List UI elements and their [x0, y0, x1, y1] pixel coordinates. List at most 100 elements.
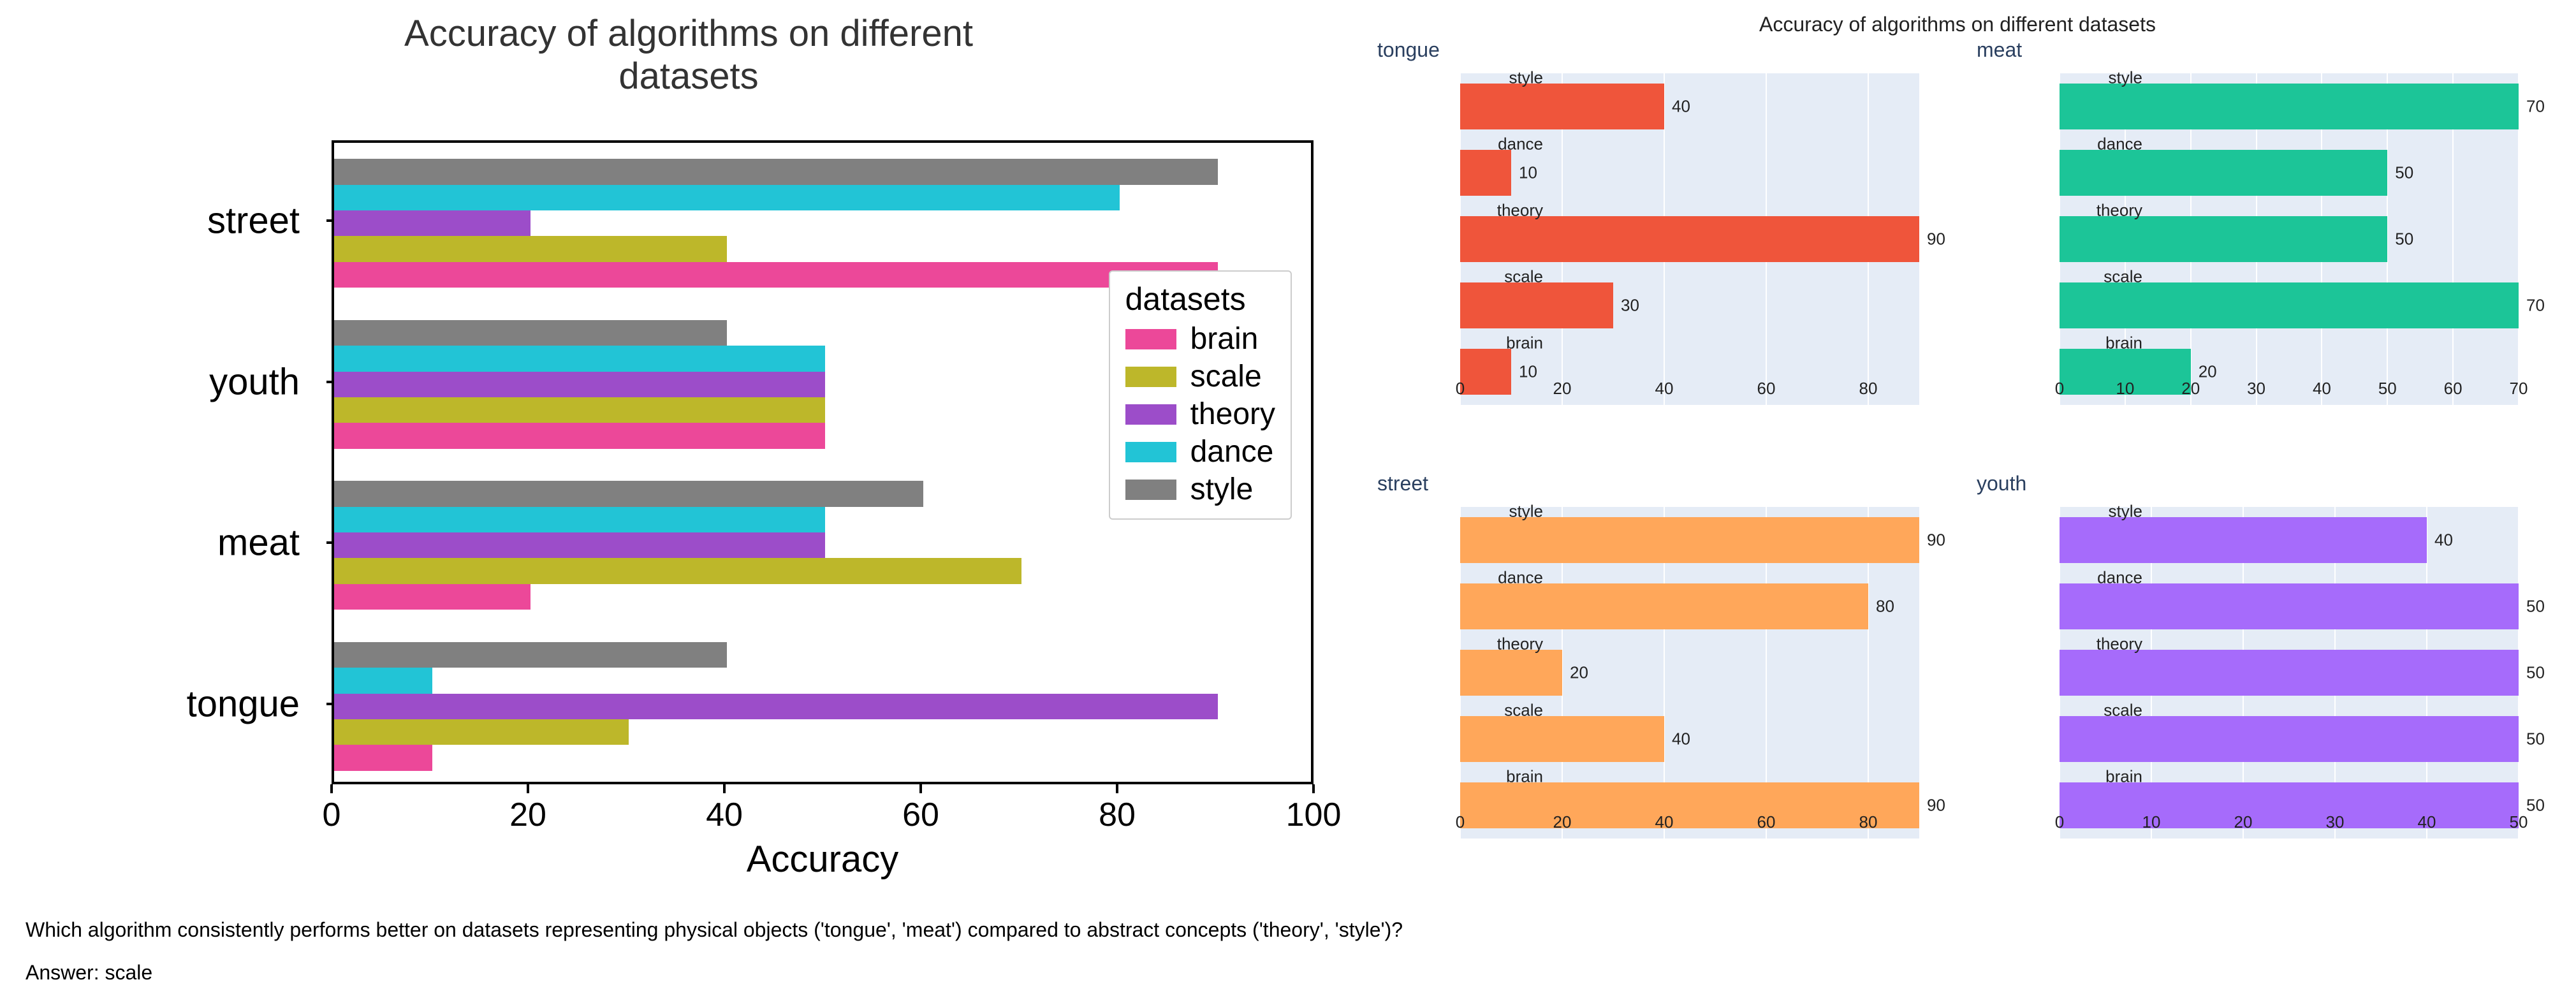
panel-bar-value: 50	[2526, 729, 2545, 749]
panel-xtick: 60	[1757, 812, 1776, 832]
panel-ycat-label: style	[1509, 502, 1543, 522]
bar-scale	[334, 236, 727, 261]
panel-bar	[2060, 84, 2519, 130]
bar-style	[334, 642, 727, 668]
panel-xtick: 0	[1456, 379, 1465, 399]
panel-bar	[1460, 150, 1511, 196]
panel-bar	[1460, 650, 1562, 696]
panel-ycat-label: brain	[2105, 333, 2142, 353]
y-category-label: street	[207, 200, 300, 242]
panel-title: meat	[1977, 38, 2525, 62]
panel-xtick: 50	[2510, 812, 2528, 832]
panel-bar-value: 90	[1927, 230, 1945, 249]
bar-style	[334, 159, 1218, 184]
bar-dance	[334, 185, 1120, 210]
panel-bar-value: 50	[2526, 663, 2545, 683]
panel-bar-value: 40	[1672, 97, 1690, 117]
bar-scale	[334, 397, 825, 423]
panel-title: youth	[1977, 472, 2525, 495]
panel-bar	[1460, 84, 1664, 130]
bar-style	[334, 320, 727, 346]
panel-xtick: 20	[2181, 379, 2200, 399]
panel-bar-value: 80	[1876, 597, 1894, 617]
right-small-multiples: Accuracy of algorithms on different data…	[1377, 13, 2538, 893]
panel-bar-value: 70	[2526, 296, 2545, 316]
left-plot-area: datasetsbrainscaletheorydancestyle	[332, 140, 1314, 784]
bar-brain	[334, 423, 825, 448]
x-tick-label: 100	[1286, 796, 1342, 834]
panel-bar-value: 30	[1621, 296, 1639, 316]
x-tick-label: 40	[706, 796, 743, 834]
panel-ycat-label: brain	[1506, 767, 1543, 787]
bar-dance	[334, 507, 825, 532]
panel-xtick: 60	[2444, 379, 2463, 399]
bar-scale	[334, 719, 629, 745]
y-category-label: meat	[217, 522, 300, 564]
panel-ycat-label: scale	[1504, 701, 1543, 721]
panel-xtick: 0	[1456, 812, 1465, 832]
legend-item: style	[1125, 472, 1275, 507]
legend: datasetsbrainscaletheorydancestyle	[1109, 270, 1292, 520]
y-category-label: youth	[209, 360, 300, 403]
panel-ycat-label: theory	[1497, 634, 1543, 654]
bar-group	[334, 626, 1311, 787]
panel-bar-value: 40	[2434, 531, 2453, 550]
legend-item: brain	[1125, 321, 1275, 356]
bar-dance	[334, 346, 825, 371]
legend-item: scale	[1125, 359, 1275, 394]
panel-ycat-label: scale	[2104, 701, 2142, 721]
right-title: Accuracy of algorithms on different data…	[1759, 13, 2156, 36]
question-text: Which algorithm consistently performs be…	[26, 918, 1403, 942]
bar-theory	[334, 372, 825, 397]
panel-ycat-label: brain	[2105, 767, 2142, 787]
bar-theory	[334, 694, 1218, 719]
panel-meat: meat7050507020010203040506070styledancet…	[1977, 38, 2525, 440]
panel-bar-value: 40	[1672, 729, 1690, 749]
panel-xtick: 0	[2055, 812, 2064, 832]
panel-ycat-label: theory	[1497, 201, 1543, 221]
left-xlabel: Accuracy	[747, 838, 899, 881]
left-grouped-bar-chart: Accuracy of algorithms on differentdatas…	[26, 13, 1352, 893]
x-tick-label: 20	[509, 796, 546, 834]
panel-xtick: 10	[2142, 812, 2161, 832]
panel-ycat-label: brain	[1506, 333, 1543, 353]
panel-bar-value: 50	[2526, 796, 2545, 816]
legend-title: datasets	[1125, 281, 1275, 318]
panel-bar	[2060, 650, 2519, 696]
panel-bar-value: 20	[1570, 663, 1588, 683]
bar-style	[334, 481, 923, 506]
panel-youth: youth405050505001020304050styledancetheo…	[1977, 472, 2525, 874]
bar-brain	[334, 262, 1218, 288]
panel-xtick: 50	[2378, 379, 2397, 399]
answer-value: scale	[105, 961, 152, 984]
bar-brain	[334, 745, 432, 770]
answer-line: Answer: scale	[26, 961, 1403, 985]
panel-xtick: 40	[2313, 379, 2331, 399]
y-category-label: tongue	[187, 682, 300, 725]
panel-xtick: 60	[1757, 379, 1776, 399]
panel-xtick: 40	[2418, 812, 2436, 832]
panel-bar-value: 50	[2395, 163, 2413, 183]
x-tick-label: 60	[902, 796, 939, 834]
bar-scale	[334, 558, 1021, 583]
panel-bar-value: 90	[1927, 531, 1945, 550]
bar-dance	[334, 668, 432, 693]
bar-theory	[334, 210, 531, 236]
panel-bar-value: 90	[1927, 796, 1945, 816]
panel-plot-area: 4010903010	[1460, 73, 1919, 405]
panel-bar	[2060, 282, 2519, 329]
panel-bar	[1460, 583, 1868, 630]
panel-bar-value: 10	[1519, 163, 1537, 183]
panel-bar-value: 70	[2526, 97, 2545, 117]
panel-street: street9080204090020406080styledancetheor…	[1377, 472, 1926, 874]
panel-bar	[1460, 716, 1664, 763]
legend-item: dance	[1125, 434, 1275, 469]
panel-ycat-label: theory	[2097, 201, 2142, 221]
panel-ycat-label: style	[2109, 502, 2142, 522]
panel-bar	[2060, 216, 2387, 263]
panel-plot-area: 4050505050	[2060, 507, 2519, 839]
panel-bar	[2060, 150, 2387, 196]
panel-xtick: 40	[1655, 379, 1674, 399]
bar-theory	[334, 532, 825, 558]
panel-xtick: 0	[2055, 379, 2064, 399]
